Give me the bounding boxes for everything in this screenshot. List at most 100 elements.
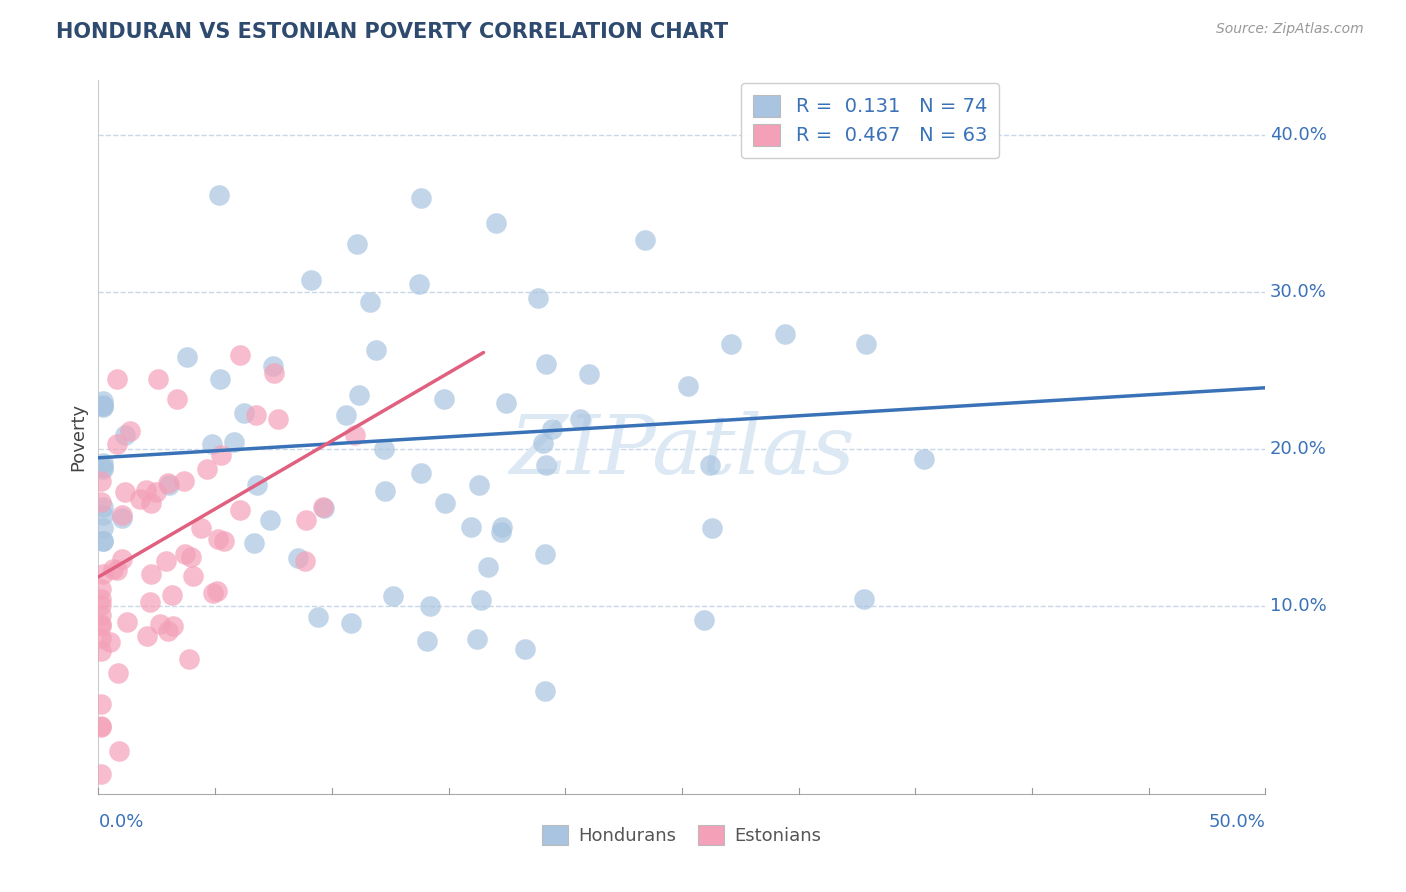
Point [222, 435, 245, 450]
Point [91, 508, 114, 522]
Point [114, 428, 136, 442]
Point [129, 492, 152, 507]
Point [245, 408, 267, 422]
Point [259, 513, 281, 527]
Point [312, 500, 335, 515]
Point [180, 549, 202, 564]
Point [91, 460, 114, 475]
Point [115, 615, 138, 629]
Text: 50.0%: 50.0% [1209, 813, 1265, 830]
Point [156, 475, 179, 490]
Point [263, 367, 285, 381]
Point [531, 436, 554, 450]
Point [419, 599, 441, 613]
Point [90, 495, 112, 509]
Point [299, 273, 322, 287]
Point [491, 520, 513, 534]
Point [307, 610, 329, 624]
Point [90, 598, 112, 612]
Point [912, 452, 935, 467]
Point [195, 461, 218, 475]
Point [157, 624, 180, 638]
Point [408, 277, 430, 292]
Point [346, 237, 368, 252]
Point [536, 358, 558, 372]
Text: 20.0%: 20.0% [1270, 440, 1327, 458]
Point [287, 551, 309, 566]
Point [91, 567, 114, 582]
Point [91, 393, 114, 408]
Point [229, 348, 252, 362]
Point [262, 359, 284, 374]
Point [212, 534, 235, 549]
Point [201, 437, 224, 451]
Point [141, 567, 163, 582]
Point [90, 617, 112, 632]
Point [207, 187, 229, 202]
Point [107, 744, 129, 758]
Point [90, 475, 112, 489]
Point [477, 560, 499, 574]
Point [568, 411, 591, 425]
Point [103, 561, 125, 575]
Point [111, 508, 134, 522]
Point [374, 483, 396, 498]
Point [693, 613, 716, 627]
Point [211, 448, 233, 462]
Point [460, 520, 482, 534]
Point [90, 592, 112, 607]
Point [177, 652, 200, 666]
Point [114, 484, 136, 499]
Point [105, 563, 128, 577]
Point [720, 336, 742, 351]
Point [416, 634, 439, 648]
Text: 40.0%: 40.0% [1270, 126, 1327, 145]
Point [91, 534, 114, 549]
Point [139, 496, 162, 510]
Point [534, 458, 557, 473]
Text: Source: ZipAtlas.com: Source: ZipAtlas.com [1216, 22, 1364, 37]
Point [107, 666, 129, 681]
Point [148, 616, 170, 631]
Point [534, 684, 557, 698]
Point [373, 442, 395, 457]
Point [90, 582, 112, 596]
Point [90, 607, 112, 622]
Point [773, 326, 796, 341]
Point [702, 521, 724, 535]
Point [699, 458, 721, 473]
Point [135, 629, 157, 643]
Point [366, 343, 388, 357]
Point [433, 496, 456, 510]
Point [139, 595, 162, 609]
Point [246, 478, 269, 492]
Point [339, 616, 361, 631]
Point [294, 513, 316, 527]
Text: HONDURAN VS ESTONIAN POVERTY CORRELATION CHART: HONDURAN VS ESTONIAN POVERTY CORRELATION… [56, 22, 728, 42]
Point [853, 592, 876, 607]
Point [90, 631, 112, 645]
Point [145, 485, 167, 500]
Point [411, 191, 433, 205]
Point [155, 554, 177, 568]
Point [495, 395, 517, 409]
Point [433, 392, 456, 406]
Point [91, 398, 114, 412]
Point [335, 408, 357, 422]
Point [515, 641, 537, 656]
Point [91, 521, 114, 535]
Text: 30.0%: 30.0% [1270, 283, 1327, 301]
Point [91, 500, 114, 515]
Point [148, 372, 170, 386]
Point [173, 547, 195, 561]
Point [465, 632, 488, 646]
Text: ZIPatlas: ZIPatlas [509, 411, 855, 491]
Point [90, 644, 112, 658]
Point [90, 698, 112, 712]
Point [176, 350, 198, 364]
Point [90, 767, 112, 781]
Legend: Hondurans, Estonians: Hondurans, Estonians [536, 817, 828, 853]
Point [190, 521, 212, 535]
Point [409, 466, 432, 480]
Text: 0.0%: 0.0% [98, 813, 143, 830]
